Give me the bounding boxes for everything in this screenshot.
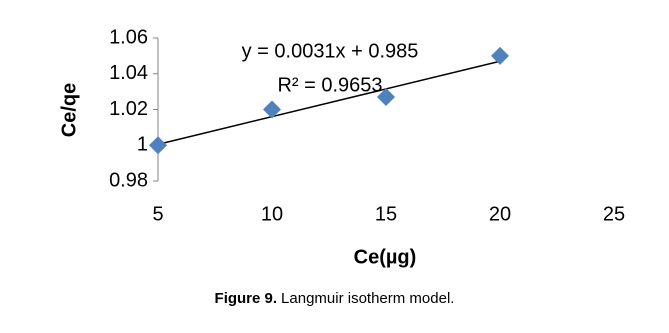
x-tick-label: 10 (261, 203, 283, 225)
data-point (491, 46, 509, 65)
x-axis-title: Ce(µg) (354, 246, 417, 268)
caption-label: Figure 9. (214, 290, 278, 307)
x-tick-label: 20 (489, 203, 511, 225)
chart: Ce/qe Ce(µg) y = 0.0031x + 0.985 R² = 0.… (58, 26, 625, 268)
data-point (377, 87, 395, 106)
trendline-r2: R² = 0.9653 (277, 74, 382, 96)
caption: Figure 9. Langmuir isotherm model. (0, 290, 669, 307)
y-tick-label: 1.02 (109, 98, 148, 120)
y-tick-label: 1.06 (109, 26, 148, 48)
x-tick-label: 5 (152, 203, 163, 225)
trendline (157, 60, 501, 146)
y-tick-label: 1.04 (109, 62, 148, 84)
caption-text: Langmuir isotherm model. (281, 290, 455, 307)
y-axis-title: Ce/qe (58, 83, 80, 137)
x-tick-label: 15 (375, 203, 397, 225)
data-point (149, 136, 167, 155)
y-tick-label: 0.98 (109, 169, 148, 191)
data-point (263, 100, 281, 119)
trendline-equation: y = 0.0031x + 0.985 (242, 40, 419, 62)
x-tick-label: 25 (603, 203, 625, 225)
y-tick-label: 1 (137, 134, 148, 156)
